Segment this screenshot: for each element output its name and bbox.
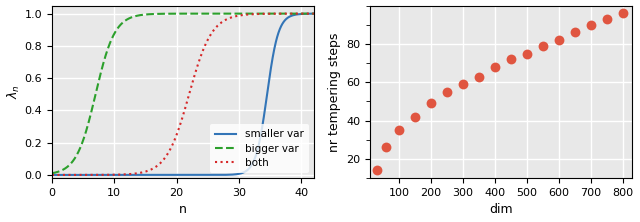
smaller var [75,174,83,176]
bigger var [228,12,236,15]
both [228,16,236,19]
Line: both: both [52,14,314,175]
bigger var [48,172,56,174]
Point [490,65,500,69]
Line: smaller var: smaller var [52,14,314,175]
Line: bigger var: bigger var [52,14,314,173]
smaller var [48,174,56,176]
both [252,13,260,15]
Point [371,169,381,172]
bigger var [257,12,265,15]
Point [381,146,391,149]
Y-axis label: $\lambda_n$: $\lambda_n$ [6,84,22,99]
both [257,13,265,15]
Point [554,38,564,42]
Point [458,82,468,86]
smaller var [252,153,260,156]
both [163,153,171,156]
both [154,164,162,167]
smaller var [228,173,236,176]
bigger var [75,150,83,153]
Y-axis label: nr tempering steps: nr tempering steps [328,32,340,152]
X-axis label: n: n [179,203,187,216]
smaller var [154,174,162,176]
Point [538,44,548,48]
bigger var [252,12,260,15]
bigger var [154,12,162,15]
Point [506,57,516,61]
X-axis label: dim: dim [490,203,513,216]
Point [394,129,404,132]
smaller var [310,12,317,15]
Point [522,52,532,55]
both [48,174,56,176]
Point [442,90,452,94]
Point [474,75,484,78]
Point [570,31,580,34]
bigger var [310,12,317,15]
both [75,174,83,176]
smaller var [257,133,265,136]
Point [618,12,628,15]
smaller var [163,174,171,176]
Legend: smaller var, bigger var, both: smaller var, bigger var, both [210,124,308,173]
both [310,12,317,15]
Point [426,102,436,105]
Point [586,23,596,26]
Point [602,17,612,21]
bigger var [163,12,171,15]
Point [410,115,420,119]
